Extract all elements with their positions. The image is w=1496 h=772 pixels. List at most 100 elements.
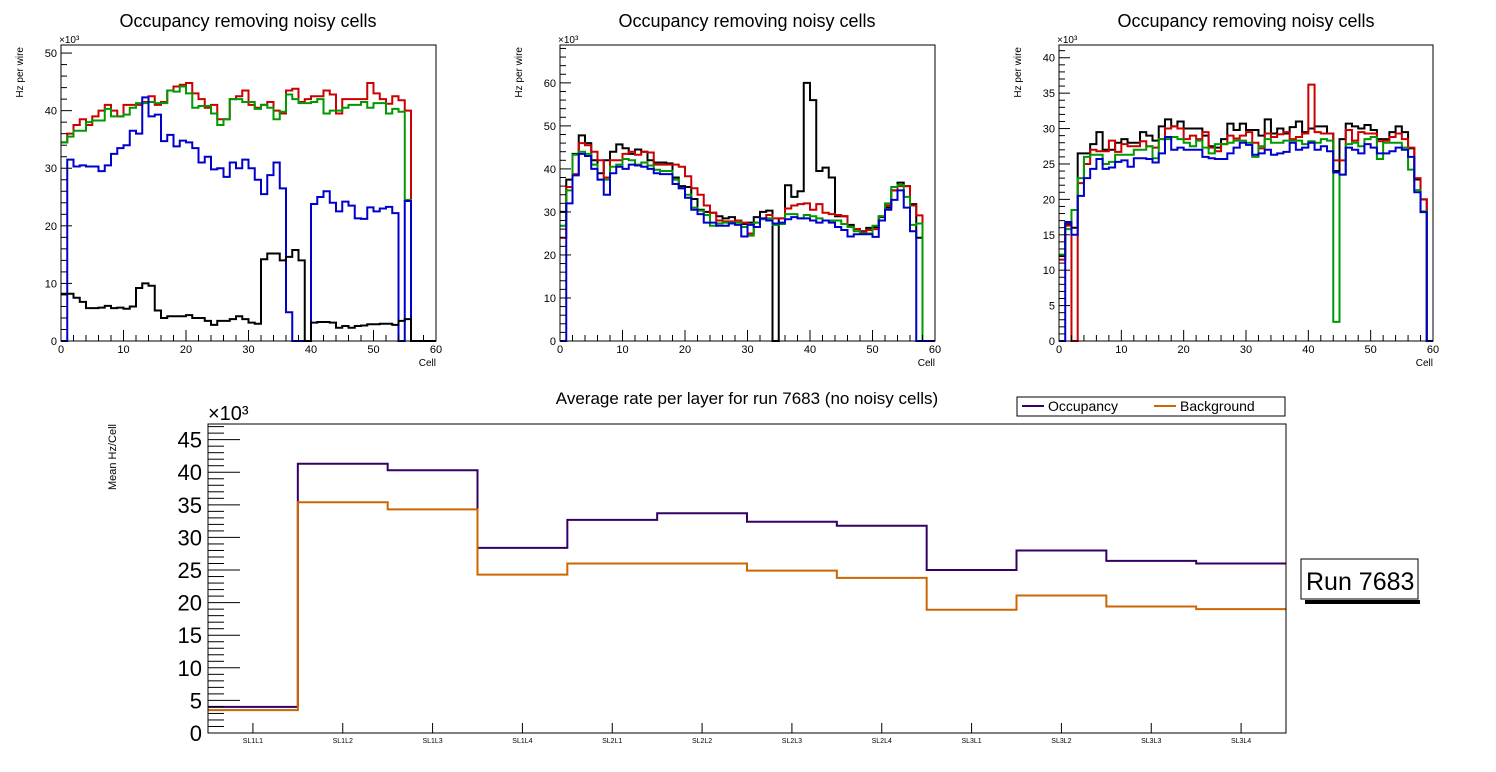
x-tick-label: SL1L1 [243,738,263,745]
x-tick-label: 60 [929,344,941,356]
x-tick-label: 0 [58,344,64,356]
y-tick-label: 15 [1043,230,1055,242]
series-green [1059,136,1433,342]
y-tick-label: 0 [51,336,57,348]
x-tick-label: 50 [1365,344,1377,356]
y-axis-label: Hz per wire [1013,47,1024,98]
y-tick-label: 30 [1043,124,1055,136]
run-label-shadow [1305,600,1420,604]
plot-frame [559,44,936,342]
y-tick-label: 5 [190,688,202,713]
x-tick-label: 10 [1115,344,1127,356]
x-tick-label: 50 [866,344,878,356]
series-red [1059,83,1433,342]
run-label-box [1300,558,1419,600]
x-tick-label: 40 [804,344,816,356]
series-background [208,501,1286,712]
y-tick-label: 20 [178,591,202,616]
y-tick-label: 10 [178,656,202,681]
y-tick-label: 60 [544,78,556,90]
x-tick-label: 0 [557,344,563,356]
y-tick-label: 5 [1049,301,1055,313]
y-tick-label: 30 [544,207,556,219]
y-tick-label: 20 [544,250,556,262]
y-tick-label: 10 [1043,265,1055,277]
y-axis-label: Hz per wire [514,47,525,98]
x-tick-label: 20 [1178,344,1190,356]
y-tick-label: 25 [178,558,202,583]
chart-title: Occupancy removing noisy cells [1117,11,1374,31]
series-blue [61,96,436,342]
y-multiplier: ×10³ [558,35,579,46]
series-black [560,81,935,342]
plot-frame [1058,44,1434,342]
x-tick-label: 30 [242,344,254,356]
x-tick-label: 30 [1240,344,1252,356]
x-tick-label: 40 [305,344,317,356]
series-occupancy [208,462,1286,708]
series-black [61,249,436,342]
x-tick-label: SL2L2 [692,738,712,745]
run-label: Run 7683 [1300,558,1420,604]
summary-panel: Average rate per layer for run 7683 (no … [107,389,1420,746]
x-tick-label: 10 [616,344,628,356]
x-tick-label: 40 [1302,344,1314,356]
x-tick-label: 60 [1427,344,1439,356]
x-tick-label: 30 [741,344,753,356]
legend: Occupancy Background [1016,396,1286,417]
x-tick-label: SL3L2 [1051,738,1071,745]
legend-box [1016,396,1286,417]
x-tick-label: 50 [367,344,379,356]
series-black [1059,118,1433,342]
run-label-text: Run 7683 [1306,568,1414,596]
chart-title: Occupancy removing noisy cells [119,11,376,31]
y-tick-label: 25 [1043,159,1055,171]
y-multiplier: ×10³ [59,35,80,46]
series-blue [1059,136,1433,342]
y-tick-label: 35 [178,493,202,518]
series-green [560,150,935,342]
x-tick-label: 60 [430,344,442,356]
x-tick-label: SL1L3 [422,738,442,745]
series-red [560,142,935,342]
y-tick-label: 40 [1043,53,1055,65]
series-blue [560,152,935,342]
series-green [61,85,436,342]
histogram-panel-2: Occupancy removing noisy cells 0 10 20 30 40 5… [514,11,941,369]
x-axis-label: Cell [419,358,436,369]
y-tick-label: 30 [178,525,202,550]
y-tick-label: 15 [178,623,202,648]
y-multiplier: ×10³ [1057,35,1078,46]
y-tick-label: 0 [1049,336,1055,348]
y-tick-label: 40 [45,106,57,118]
chart-title: Occupancy removing noisy cells [618,11,875,31]
y-tick-label: 50 [45,48,57,60]
x-tick-label: SL3L1 [961,738,981,745]
y-tick-label: 30 [45,163,57,175]
legend-label-occupancy: Occupancy [1048,398,1118,414]
y-tick-label: 40 [178,460,202,485]
chart-title: Average rate per layer for run 7683 (no … [556,389,938,408]
x-tick-label: 20 [679,344,691,356]
y-tick-label: 0 [550,336,556,348]
x-tick-label: SL3L3 [1141,738,1161,745]
x-tick-label: SL1L4 [512,738,532,745]
histogram-panel-1: Occupancy removing noisy cells 0 10 20 30 40 5… [15,11,442,369]
y-tick-label: 40 [544,164,556,176]
x-tick-label: 20 [180,344,192,356]
y-multiplier: ×10³ [208,403,249,425]
y-axis-label: Hz per wire [15,47,26,98]
y-tick-label: 20 [1043,194,1055,206]
x-tick-label: SL2L3 [782,738,802,745]
x-tick-label: SL3L4 [1231,738,1251,745]
x-tick-label: 0 [1056,344,1062,356]
histogram-panel-3: Occupancy removing noisy cells 0 5 10 15 20 25… [1013,11,1439,369]
x-axis-label: Cell [918,358,935,369]
y-tick-label: 50 [544,121,556,133]
x-tick-label: SL1L2 [333,738,353,745]
x-axis-label: Cell [1416,358,1433,369]
x-tick-label: SL2L1 [602,738,622,745]
y-tick-label: 35 [1043,88,1055,100]
y-axis-label: Mean Hz/Cell [107,424,119,490]
